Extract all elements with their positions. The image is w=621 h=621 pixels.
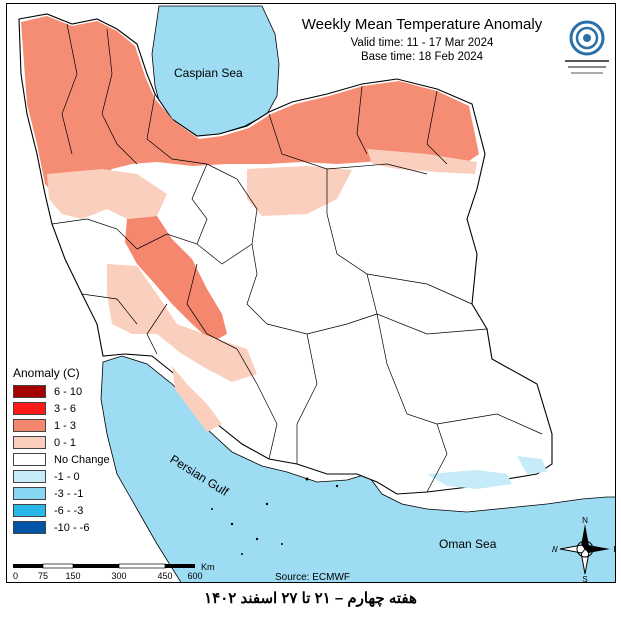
legend-label: -10 - -6	[54, 521, 90, 534]
gulf-islands	[211, 477, 339, 555]
anomaly-0-1-coast	[172, 366, 222, 432]
scale-tick: 0	[13, 571, 18, 581]
legend-swatch	[13, 402, 46, 415]
legend-label: No Change	[54, 453, 110, 466]
legend-label: 3 - 6	[54, 402, 77, 415]
anomaly-1-3-zagros	[125, 216, 227, 342]
legend-label: 1 - 3	[54, 419, 77, 432]
legend-swatch	[13, 487, 46, 500]
scale-unit: Km	[201, 562, 215, 572]
anomaly-0-1-central	[247, 166, 352, 216]
scale-tick: 450	[157, 571, 172, 581]
legend-item: -1 - 0	[13, 468, 110, 485]
legend-label: 0 - 1	[54, 436, 77, 449]
legend-swatch	[13, 470, 46, 483]
valid-time: Valid time: 11 - 17 Mar 2024	[350, 37, 494, 49]
compass-w: W	[552, 545, 558, 554]
legend-label: 6 - 10	[54, 385, 83, 398]
legend-label: -1 - 0	[54, 470, 80, 483]
scale-tick: 150	[65, 571, 80, 581]
legend: Anomaly (C) 6 - 10 3 - 6 1 - 3 0 - 1 No Chan…	[13, 366, 110, 536]
legend-swatch	[13, 419, 46, 432]
legend-item: -10 - -6	[13, 519, 110, 536]
compass-n: N	[582, 516, 588, 525]
persian-caption: هفته چهارم – ۲۱ تا ۲۷ اسفند ۱۴۰۲	[204, 590, 417, 607]
organization-logo-icon	[565, 20, 609, 74]
legend-label: -6 - -3	[54, 504, 84, 517]
data-source: Source: ECMWF	[275, 572, 351, 583]
legend-swatch	[13, 453, 46, 466]
legend-item: 3 - 6	[13, 400, 110, 417]
legend-item: 1 - 3	[13, 417, 110, 434]
map-frame: Weekly Mean Temperature Anomaly Valid ti…	[6, 3, 616, 583]
iran-map	[18, 5, 615, 582]
scale-tick: 75	[38, 571, 48, 581]
legend-item: No Change	[13, 451, 110, 468]
anomaly-minus1-0-se	[427, 470, 512, 489]
anomaly-0-1-west	[47, 169, 167, 219]
compass-s: S	[582, 575, 587, 582]
legend-swatch	[13, 385, 46, 398]
caspian-sea-label: Caspian Sea	[174, 66, 243, 80]
map-title: Weekly Mean Temperature Anomaly	[301, 16, 543, 33]
legend-item: 0 - 1	[13, 434, 110, 451]
anomaly-1-3-north	[21, 16, 479, 199]
legend-swatch	[13, 436, 46, 449]
legend-title: Anomaly (C)	[13, 366, 80, 380]
scale-tick: 600	[187, 571, 202, 581]
compass-rose-icon: N S E W	[552, 516, 616, 582]
province-borders	[51, 23, 543, 493]
compass-e: E	[613, 545, 616, 554]
base-time: Base time: 18 Feb 2024	[360, 51, 484, 63]
anomaly-minus1-0-se2	[517, 456, 547, 474]
legend-item: -6 - -3	[13, 502, 110, 519]
legend-item: -3 - -1	[13, 485, 110, 502]
anomaly-0-1-ne	[367, 149, 477, 174]
legend-item: 6 - 10	[13, 383, 110, 400]
legend-swatch	[13, 521, 46, 534]
oman-sea-label: Oman Sea	[439, 537, 497, 551]
scale-tick: 300	[111, 571, 126, 581]
anomaly-0-1-south	[107, 264, 257, 382]
legend-swatch	[13, 504, 46, 517]
legend-label: -3 - -1	[54, 487, 84, 500]
